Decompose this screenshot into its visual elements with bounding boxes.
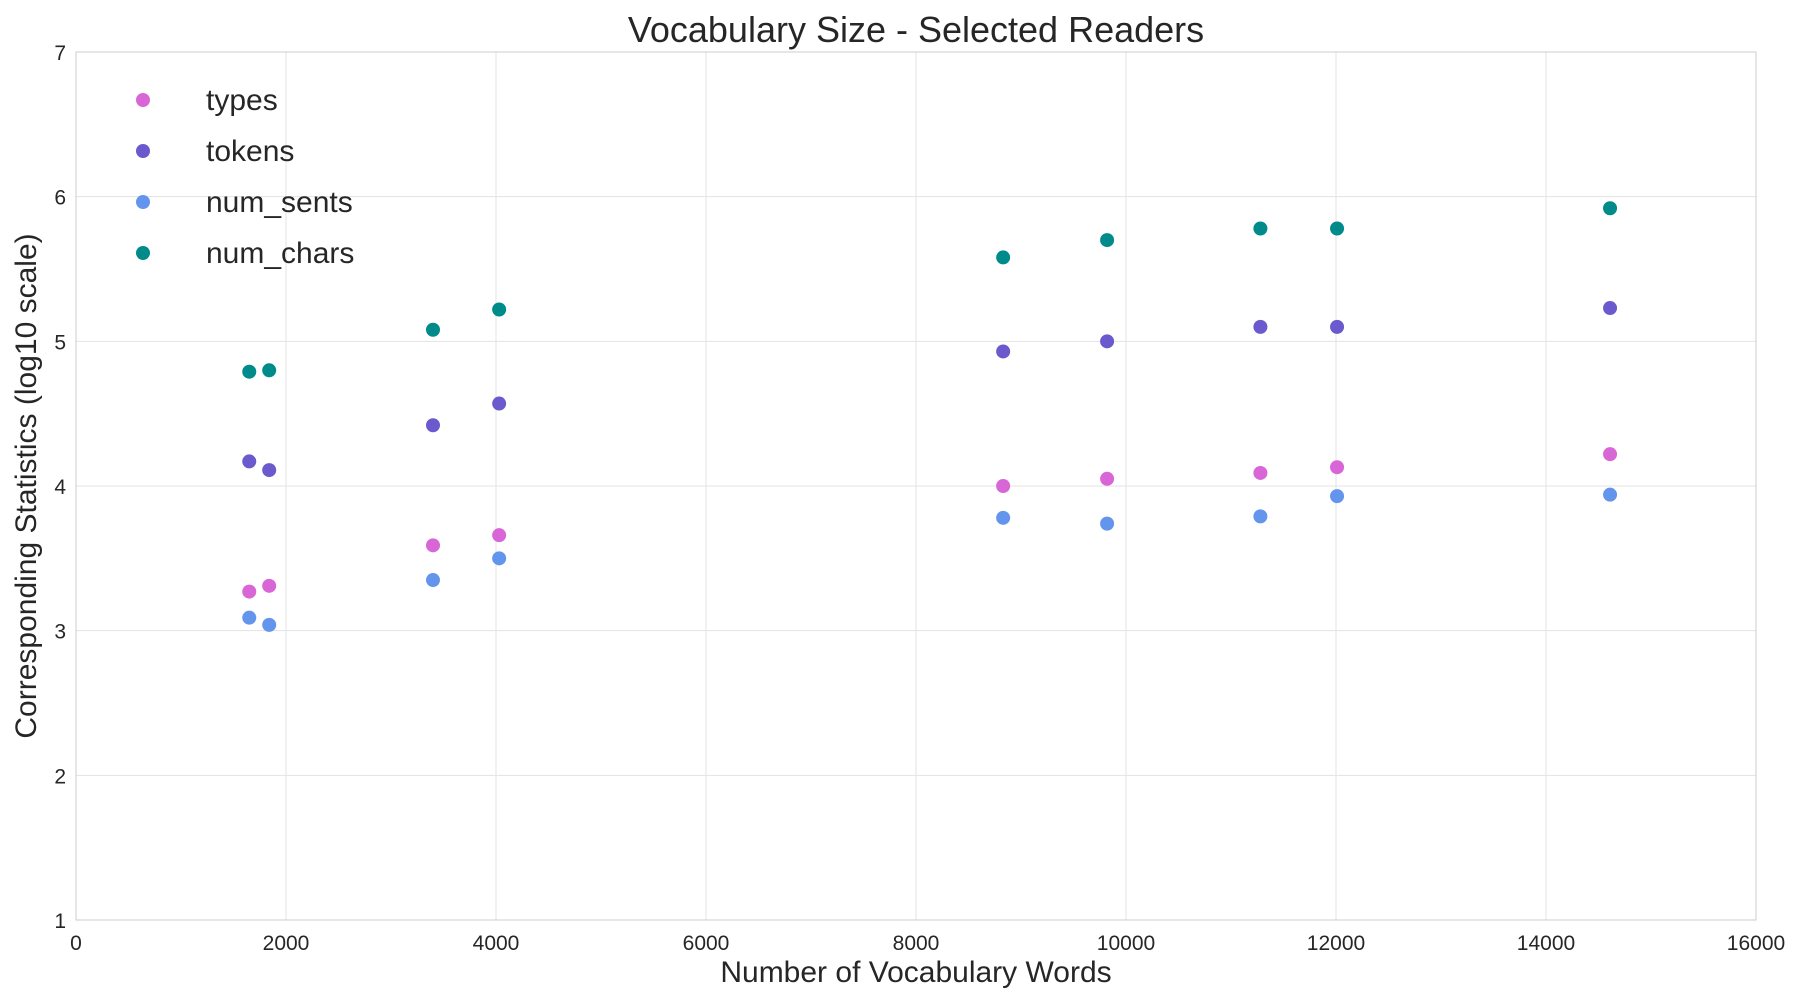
x-tick-label: 4000	[473, 932, 520, 955]
legend-label: num_sents	[206, 186, 353, 219]
legend-item-num_sents: num_sents	[136, 186, 353, 219]
y-tick-label: 1	[54, 910, 66, 933]
x-tick-label: 2000	[263, 932, 310, 955]
data-point-types	[996, 479, 1011, 493]
legend-marker	[136, 195, 150, 209]
data-point-types	[242, 584, 257, 599]
y-tick-label: 4	[54, 476, 66, 499]
y-tick-label: 5	[54, 331, 66, 354]
data-point-num_sents	[1603, 487, 1618, 502]
data-point-num_sents	[426, 573, 440, 588]
data-point-num_chars	[262, 363, 277, 378]
data-point-num_chars	[996, 250, 1011, 265]
legend-label: types	[206, 84, 278, 117]
y-axis-label: Corresponding Statistics (log10 scale)	[10, 233, 43, 738]
data-point-tokens	[996, 344, 1011, 359]
data-point-tokens	[1253, 319, 1268, 334]
data-point-types	[1603, 447, 1618, 462]
data-point-tokens	[492, 396, 507, 411]
data-point-tokens	[426, 418, 440, 433]
legend-item-tokens: tokens	[136, 135, 294, 168]
data-point-num_sents	[1100, 516, 1115, 531]
data-point-types	[426, 538, 440, 553]
data-point-tokens	[262, 463, 277, 478]
x-tick-label: 10000	[1097, 932, 1155, 955]
data-point-num_chars	[492, 302, 507, 317]
data-point-num_sents	[1253, 509, 1268, 524]
data-point-types	[1253, 465, 1268, 480]
x-tick-label: 14000	[1517, 932, 1575, 955]
data-point-tokens	[242, 454, 257, 469]
legend-item-num_chars: num_chars	[136, 237, 354, 270]
data-point-num_chars	[242, 364, 257, 379]
axis-ticks: 0 2000 4000 6000 8000 10000 12000 14000 16000 1 2 3…	[54, 42, 1785, 955]
x-tick-label: 16000	[1727, 932, 1785, 955]
data-point-tokens	[1330, 319, 1345, 334]
data-point-num_sents	[492, 551, 507, 566]
data-point-num_chars	[1100, 233, 1115, 248]
legend-item-types: types	[136, 84, 278, 117]
data-point-tokens	[1603, 301, 1618, 316]
plot-frame	[75, 51, 1757, 921]
data-point-num_chars	[426, 322, 440, 337]
data-point-types	[1330, 460, 1345, 475]
data-point-num_chars	[1330, 221, 1345, 236]
x-tick-label: 0	[70, 932, 82, 955]
data-point-types	[1100, 471, 1115, 486]
y-tick-label: 7	[54, 42, 66, 65]
y-tick-label: 3	[54, 621, 66, 644]
data-point-types	[492, 528, 507, 543]
legend-marker	[136, 246, 150, 260]
x-tick-label: 8000	[893, 932, 940, 955]
data-point-num_sents	[996, 510, 1011, 525]
data-point-num_sents	[1330, 489, 1345, 504]
data-point-num_chars	[1253, 221, 1268, 236]
data-point-num_chars	[1603, 201, 1618, 216]
x-axis-label: Number of Vocabulary Words	[720, 956, 1111, 989]
data-point-tokens	[1100, 334, 1115, 349]
legend-label: tokens	[206, 135, 294, 168]
y-tick-label: 6	[54, 187, 66, 210]
legend: types tokens num_sents num_chars	[136, 84, 354, 270]
legend-label: num_chars	[206, 237, 354, 270]
data-point-num_sents	[262, 617, 277, 632]
legend-marker	[136, 144, 150, 158]
data-point-num_sents	[242, 610, 257, 625]
data-point-types	[262, 578, 277, 593]
legend-marker	[136, 93, 150, 107]
y-tick-label: 2	[54, 765, 66, 788]
x-tick-label: 6000	[683, 932, 730, 955]
data-points	[242, 201, 1618, 632]
chart-title: Vocabulary Size - Selected Readers	[628, 9, 1204, 50]
x-tick-label: 12000	[1307, 932, 1365, 955]
